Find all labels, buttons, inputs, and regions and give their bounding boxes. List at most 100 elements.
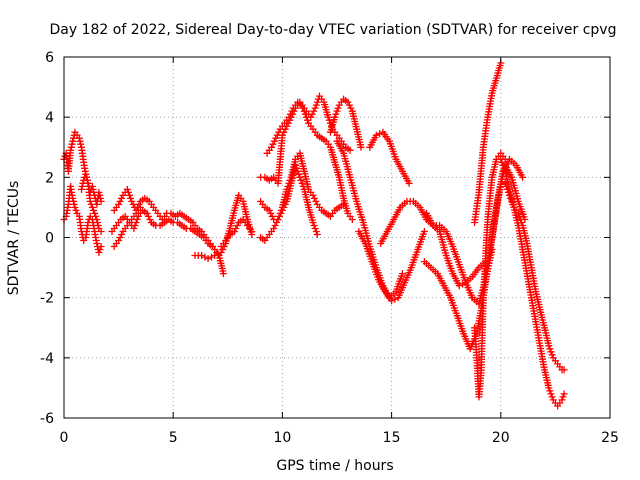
data-point [95, 249, 103, 256]
data-point [94, 219, 101, 226]
data-point [348, 216, 356, 223]
data-point [310, 222, 318, 229]
data-point [278, 206, 286, 214]
data-point [372, 131, 380, 139]
data-point [546, 387, 554, 395]
data-point [275, 128, 283, 136]
data-point [83, 173, 91, 181]
x-tick-label: 10 [273, 430, 291, 446]
data-point [286, 110, 294, 118]
data-point [297, 176, 305, 184]
data-point [90, 206, 97, 214]
data-point [116, 234, 124, 241]
data-point [345, 101, 353, 109]
data-point [503, 185, 511, 193]
data-point [127, 194, 135, 202]
data-point [519, 173, 527, 181]
data-point [123, 185, 131, 193]
data-point [198, 252, 206, 259]
data-point [399, 270, 406, 278]
data-point [93, 216, 101, 223]
data-point [507, 194, 515, 202]
data-point [128, 197, 136, 205]
y-axis-label: SDTVAR / TECUs [6, 181, 22, 296]
y-tick-label: 0 [45, 231, 54, 247]
data-point [501, 179, 509, 187]
data-point [521, 216, 529, 223]
data-point [340, 200, 348, 208]
data-point [497, 155, 505, 163]
data-point [70, 200, 78, 208]
data-point [276, 212, 283, 220]
data-point [273, 131, 281, 139]
x-tick-label: 15 [383, 430, 401, 446]
data-point [357, 143, 365, 151]
data-point [548, 393, 556, 401]
data-point [388, 297, 396, 305]
data-point [334, 104, 342, 112]
data-point [211, 252, 219, 259]
data-point [207, 253, 215, 261]
data-point [405, 179, 413, 187]
data-point [309, 191, 317, 199]
data-point [502, 182, 510, 190]
data-point [548, 351, 556, 359]
data-point [204, 255, 212, 263]
data-point [94, 222, 102, 229]
data-point [312, 228, 320, 235]
data-point [545, 342, 553, 350]
data-point [97, 228, 105, 235]
data-point [560, 366, 568, 374]
data-point [77, 140, 85, 148]
data-point [69, 137, 77, 145]
data-point [333, 107, 341, 115]
data-point [376, 130, 384, 138]
data-point [455, 282, 463, 290]
data-point [115, 200, 123, 208]
data-point [545, 384, 553, 392]
data-point [201, 253, 209, 261]
x-tick-label: 5 [169, 430, 178, 446]
data-point [347, 104, 355, 112]
data-point [310, 194, 318, 202]
y-tick-label: -6 [40, 411, 54, 427]
data-point [268, 212, 276, 220]
data-point [298, 179, 306, 187]
data-point [219, 246, 227, 253]
data-point [267, 209, 275, 217]
y-tick-label: -2 [40, 291, 54, 307]
data-point [230, 228, 238, 235]
data-point [277, 209, 285, 217]
data-point [310, 107, 318, 115]
data-point [91, 209, 99, 217]
data-point [271, 222, 279, 229]
data-point [265, 206, 273, 214]
data-point [232, 225, 240, 232]
x-tick-label: 20 [492, 430, 510, 446]
x-axis-label: GPS time / hours [276, 458, 393, 474]
data-point [248, 228, 256, 235]
data-point [272, 134, 280, 142]
data-point [344, 98, 352, 106]
data-point [509, 200, 517, 208]
data-point [97, 197, 105, 205]
data-point [269, 140, 277, 148]
data-point [219, 270, 227, 278]
data-point [332, 110, 340, 118]
y-tick-label: 4 [45, 110, 54, 126]
data-point [459, 280, 467, 288]
data-point [420, 228, 428, 235]
data-point [295, 170, 303, 178]
data-point [346, 146, 354, 154]
data-point [312, 101, 320, 109]
data-point [296, 173, 304, 181]
data-point [67, 146, 75, 154]
data-point [309, 219, 317, 226]
data-point [311, 104, 319, 112]
data-point [292, 161, 299, 169]
data-point [233, 222, 241, 229]
data-point [146, 216, 154, 223]
data-point [76, 137, 84, 145]
data-point [126, 191, 133, 199]
data-point [270, 225, 278, 232]
